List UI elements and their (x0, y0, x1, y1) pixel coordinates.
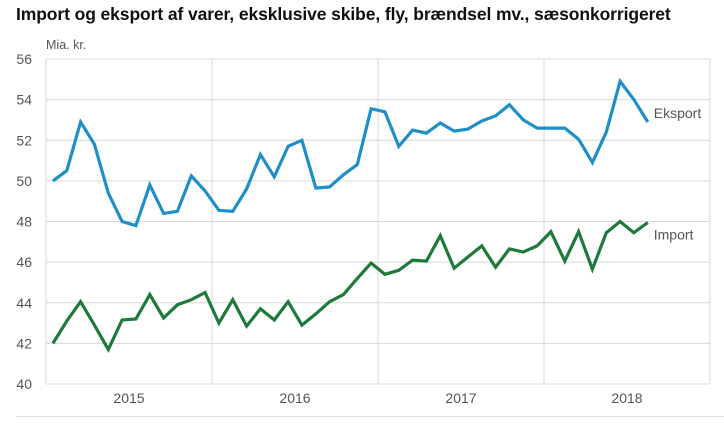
x-tick-label: 2018 (611, 390, 642, 406)
x-tick-label: 2017 (445, 390, 476, 406)
series-line-eksport (51, 77, 650, 228)
y-axis-unit-label: Mia. kr. (46, 38, 87, 52)
y-tick-label: 56 (16, 51, 32, 67)
y-axis-ticks: 40 42 44 46 48 50 52 54 56 (16, 51, 32, 392)
series-line-import (51, 219, 649, 353)
y-tick-label: 46 (16, 254, 32, 270)
y-tick-label: 48 (16, 214, 32, 230)
series-label-import: Import (654, 227, 694, 243)
y-tick-label: 44 (16, 295, 32, 311)
y-tick-label: 50 (16, 173, 32, 189)
y-tick-label: 42 (16, 335, 32, 351)
bottom-divider (16, 416, 724, 417)
grid (45, 58, 711, 385)
series-labels: Eksport Import (654, 105, 702, 243)
x-tick-label: 2016 (279, 390, 310, 406)
x-tick-label: 2015 (113, 390, 144, 406)
x-axis-ticks: 2015 2016 2017 2018 (113, 390, 642, 406)
y-tick-label: 52 (16, 132, 32, 148)
series-label-eksport: Eksport (654, 105, 702, 121)
y-tick-label: 54 (16, 92, 32, 108)
y-tick-label: 40 (16, 376, 32, 392)
series (51, 77, 650, 353)
chart-title: Import og eksport af varer, eksklusive s… (16, 4, 671, 24)
